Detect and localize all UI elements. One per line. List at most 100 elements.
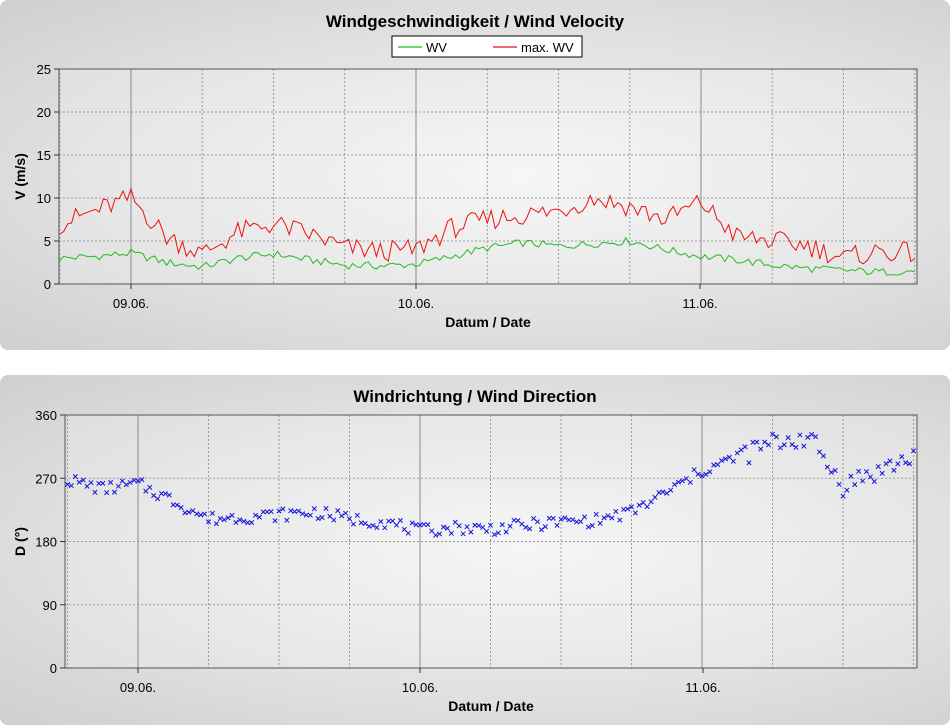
direction-point [534,519,541,525]
direction-point [542,524,548,530]
direction-point [910,448,917,454]
direction-point [640,500,646,506]
direction-point [856,468,862,474]
direction-point [221,517,227,523]
direction-point [401,526,407,532]
direction-point [241,518,247,524]
y-axis-label: D (°) [12,527,28,556]
direction-point [111,489,118,495]
direction-point [687,479,693,485]
direction-point [182,510,188,516]
direction-point [883,461,889,467]
direction-point [80,477,86,483]
series-line-max-wv [59,187,916,265]
direction-point [617,517,623,523]
direction-point [264,509,270,515]
direction-point [303,512,309,518]
direction-point [832,467,838,474]
direction-point [766,442,772,448]
direction-point [816,449,823,455]
direction-point [194,511,200,517]
direction-point [621,506,627,513]
direction-point [151,493,157,499]
direction-point [217,516,223,522]
direction-point [84,483,90,489]
direction-point [715,461,721,468]
direction-point [96,480,102,487]
direction-point [405,530,411,536]
direction-point [190,508,196,514]
direction-point [386,518,392,524]
direction-point [123,482,129,488]
direction-point [448,530,454,536]
direction-point [456,523,462,529]
legend-label: max. WV [521,40,574,55]
direction-point [331,517,337,523]
direction-point [225,515,231,521]
plot-area [59,69,917,284]
direction-point [139,477,145,483]
direction-point [660,489,666,495]
direction-point [370,522,376,529]
direction-point [585,524,591,530]
direction-point [695,471,701,477]
direction-point [899,454,905,460]
legend-box [391,35,583,58]
direction-point [891,467,897,473]
direction-point [429,528,435,534]
direction-point [88,480,94,486]
direction-point [162,491,168,497]
direction-point [307,512,313,518]
direction-point [593,511,599,517]
y-tick-label: 10 [37,191,51,206]
direction-point [738,447,744,453]
direction-point [158,490,165,497]
direction-point [875,463,881,470]
direction-point [323,505,329,511]
direction-point [425,522,431,528]
direction-point [115,483,121,489]
direction-point [867,474,873,480]
velocity-chart: 0 5 10 15 20 25 09.06. 10.06. 11.06. Windgeschwin… [12,12,918,330]
direction-point [362,520,368,527]
direction-point [707,469,713,475]
direction-point [198,512,204,518]
direction-point [72,474,78,480]
direction-point [260,509,266,515]
direction-point [672,481,678,488]
direction-point [632,510,638,516]
direction-point [613,508,619,514]
direction-point [907,461,913,467]
velocity-chart-panel: 0 5 10 15 20 25 09.06. 10.06. 11.06. Windgeschwin… [0,0,950,350]
direction-point [170,502,176,508]
direction-point [628,504,635,510]
direction-point [754,439,760,445]
direction-point [346,516,353,522]
x-tick-label: 11.06. [682,296,717,311]
direction-point [245,520,251,526]
direction-point [730,458,736,464]
x-axis-label: Datum / Date [448,698,534,714]
direction-point [296,508,302,514]
direction-point [758,446,764,452]
chart-title: Windgeschwindigkeit / Wind Velocity [326,12,625,31]
direction-point [100,480,106,486]
direction-point [863,469,870,475]
direction-point [68,483,74,489]
direction-point [605,513,611,519]
y-tick-label: 270 [35,471,57,486]
direction-point [119,478,125,484]
direction-point [213,521,219,527]
chart-title: Windrichtung / Wind Direction [353,387,596,406]
direction-point [852,482,858,488]
direction-point [480,524,486,530]
direction-point [550,515,556,521]
direction-point [147,484,153,490]
direction-point [566,517,572,523]
direction-point [644,504,650,510]
direction-point [327,513,333,519]
direction-point [186,509,192,515]
direction-point [276,508,282,514]
direction-point [209,510,215,516]
y-tick-label: 0 [50,661,57,676]
